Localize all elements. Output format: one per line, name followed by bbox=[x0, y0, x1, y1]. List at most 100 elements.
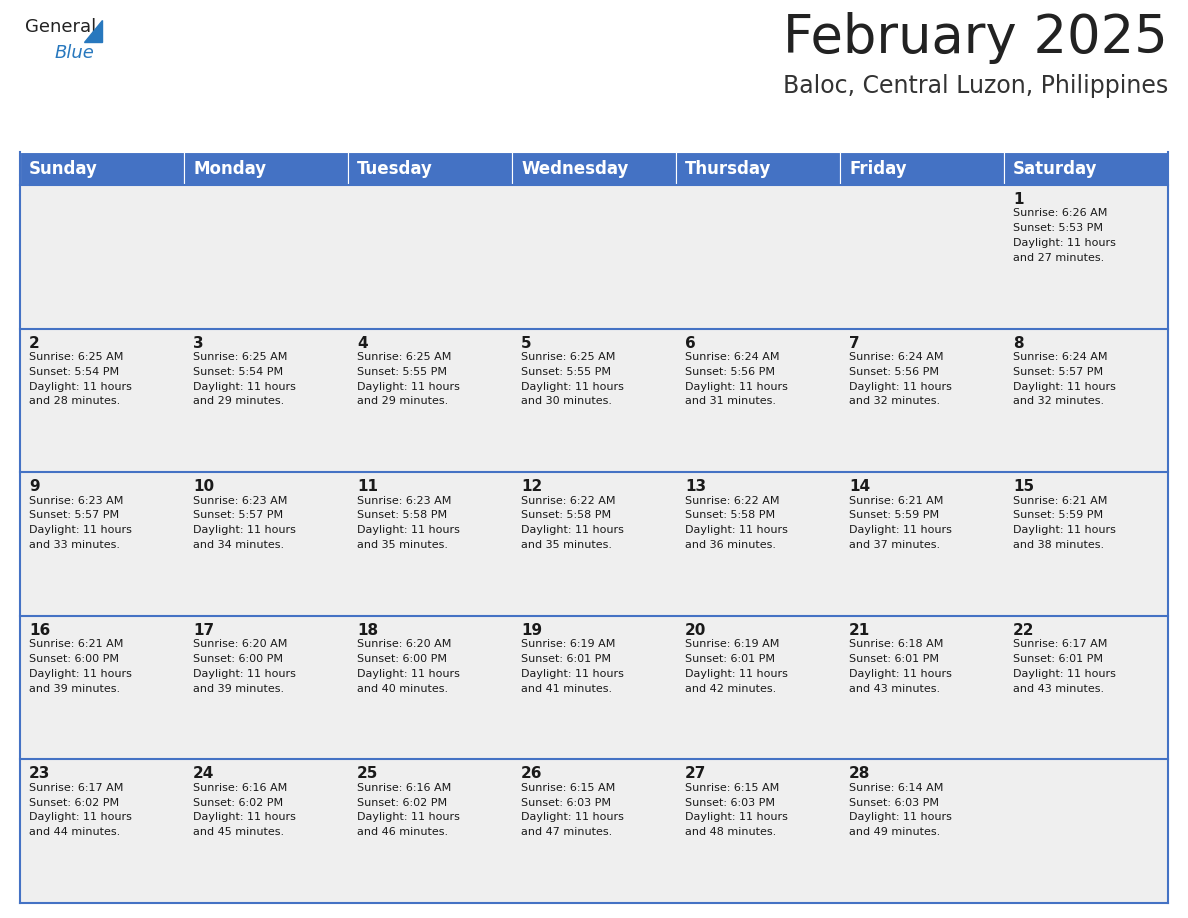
Text: and 28 minutes.: and 28 minutes. bbox=[29, 397, 120, 407]
Bar bbox=[676, 185, 840, 329]
Text: Daylight: 11 hours: Daylight: 11 hours bbox=[1013, 669, 1116, 679]
Bar bbox=[20, 185, 184, 329]
Text: Sunset: 6:02 PM: Sunset: 6:02 PM bbox=[192, 798, 283, 808]
Text: Daylight: 11 hours: Daylight: 11 hours bbox=[29, 525, 132, 535]
Text: Daylight: 11 hours: Daylight: 11 hours bbox=[358, 382, 460, 392]
Bar bbox=[20, 152, 184, 185]
Text: Sunset: 6:01 PM: Sunset: 6:01 PM bbox=[522, 655, 611, 664]
Text: Sunset: 5:55 PM: Sunset: 5:55 PM bbox=[358, 367, 447, 377]
Text: 2: 2 bbox=[29, 336, 39, 351]
Text: 17: 17 bbox=[192, 622, 214, 638]
Text: Sunrise: 6:17 AM: Sunrise: 6:17 AM bbox=[29, 783, 124, 793]
Text: February 2025: February 2025 bbox=[783, 12, 1168, 64]
Bar bbox=[1004, 472, 1168, 616]
Text: Monday: Monday bbox=[192, 160, 266, 177]
Text: Sunrise: 6:21 AM: Sunrise: 6:21 AM bbox=[1013, 496, 1107, 506]
Text: 10: 10 bbox=[192, 479, 214, 494]
Bar bbox=[840, 759, 1004, 903]
Text: Daylight: 11 hours: Daylight: 11 hours bbox=[358, 812, 460, 823]
Text: 27: 27 bbox=[685, 767, 707, 781]
Text: and 44 minutes.: and 44 minutes. bbox=[29, 827, 120, 837]
Text: and 32 minutes.: and 32 minutes. bbox=[1013, 397, 1104, 407]
Text: General: General bbox=[25, 18, 96, 36]
Bar bbox=[348, 329, 512, 472]
Text: Sunrise: 6:25 AM: Sunrise: 6:25 AM bbox=[192, 353, 287, 362]
Text: 5: 5 bbox=[522, 336, 531, 351]
Text: 7: 7 bbox=[849, 336, 860, 351]
Text: Sunset: 6:02 PM: Sunset: 6:02 PM bbox=[29, 798, 119, 808]
Text: and 32 minutes.: and 32 minutes. bbox=[849, 397, 940, 407]
Text: Sunrise: 6:21 AM: Sunrise: 6:21 AM bbox=[849, 496, 943, 506]
Text: 11: 11 bbox=[358, 479, 378, 494]
Text: 16: 16 bbox=[29, 622, 50, 638]
Text: Daylight: 11 hours: Daylight: 11 hours bbox=[685, 525, 788, 535]
Text: and 39 minutes.: and 39 minutes. bbox=[29, 684, 120, 694]
Text: and 35 minutes.: and 35 minutes. bbox=[358, 540, 448, 550]
Bar bbox=[840, 329, 1004, 472]
Text: 22: 22 bbox=[1013, 622, 1035, 638]
Bar bbox=[348, 616, 512, 759]
Bar bbox=[676, 759, 840, 903]
Text: 6: 6 bbox=[685, 336, 696, 351]
Text: Sunset: 6:02 PM: Sunset: 6:02 PM bbox=[358, 798, 447, 808]
Text: and 43 minutes.: and 43 minutes. bbox=[849, 684, 940, 694]
Text: Sunset: 5:59 PM: Sunset: 5:59 PM bbox=[1013, 510, 1104, 521]
Text: Sunset: 6:00 PM: Sunset: 6:00 PM bbox=[192, 655, 283, 664]
Text: and 41 minutes.: and 41 minutes. bbox=[522, 684, 612, 694]
Text: Sunset: 5:56 PM: Sunset: 5:56 PM bbox=[849, 367, 939, 377]
Bar bbox=[348, 152, 512, 185]
Text: Daylight: 11 hours: Daylight: 11 hours bbox=[29, 382, 132, 392]
Text: and 49 minutes.: and 49 minutes. bbox=[849, 827, 940, 837]
Text: Sunrise: 6:22 AM: Sunrise: 6:22 AM bbox=[685, 496, 779, 506]
Text: Sunset: 5:57 PM: Sunset: 5:57 PM bbox=[29, 510, 119, 521]
Text: Sunrise: 6:16 AM: Sunrise: 6:16 AM bbox=[192, 783, 287, 793]
Text: Sunset: 5:54 PM: Sunset: 5:54 PM bbox=[192, 367, 283, 377]
Bar bbox=[348, 472, 512, 616]
Text: 23: 23 bbox=[29, 767, 50, 781]
Text: and 35 minutes.: and 35 minutes. bbox=[522, 540, 612, 550]
Text: 25: 25 bbox=[358, 767, 378, 781]
Bar bbox=[512, 329, 676, 472]
Text: Sunrise: 6:20 AM: Sunrise: 6:20 AM bbox=[192, 639, 287, 649]
Text: Sunset: 6:01 PM: Sunset: 6:01 PM bbox=[1013, 655, 1102, 664]
Text: Daylight: 11 hours: Daylight: 11 hours bbox=[522, 812, 624, 823]
Text: Sunrise: 6:16 AM: Sunrise: 6:16 AM bbox=[358, 783, 451, 793]
Bar bbox=[512, 759, 676, 903]
Text: and 38 minutes.: and 38 minutes. bbox=[1013, 540, 1104, 550]
Bar bbox=[1004, 329, 1168, 472]
Text: and 33 minutes.: and 33 minutes. bbox=[29, 540, 120, 550]
Bar bbox=[184, 759, 348, 903]
Text: Daylight: 11 hours: Daylight: 11 hours bbox=[192, 382, 296, 392]
Text: and 48 minutes.: and 48 minutes. bbox=[685, 827, 776, 837]
Text: and 30 minutes.: and 30 minutes. bbox=[522, 397, 612, 407]
Text: and 42 minutes.: and 42 minutes. bbox=[685, 684, 776, 694]
Text: Sunrise: 6:25 AM: Sunrise: 6:25 AM bbox=[522, 353, 615, 362]
Text: and 29 minutes.: and 29 minutes. bbox=[192, 397, 284, 407]
Text: 28: 28 bbox=[849, 767, 871, 781]
Bar bbox=[184, 152, 348, 185]
Text: 19: 19 bbox=[522, 622, 542, 638]
Text: 14: 14 bbox=[849, 479, 870, 494]
Text: 9: 9 bbox=[29, 479, 39, 494]
Text: and 45 minutes.: and 45 minutes. bbox=[192, 827, 284, 837]
Bar bbox=[20, 329, 184, 472]
Text: Daylight: 11 hours: Daylight: 11 hours bbox=[1013, 382, 1116, 392]
Bar bbox=[512, 152, 676, 185]
Text: 8: 8 bbox=[1013, 336, 1024, 351]
Text: Daylight: 11 hours: Daylight: 11 hours bbox=[849, 812, 952, 823]
Text: Sunset: 5:56 PM: Sunset: 5:56 PM bbox=[685, 367, 775, 377]
Bar bbox=[1004, 152, 1168, 185]
Text: Sunset: 6:00 PM: Sunset: 6:00 PM bbox=[358, 655, 447, 664]
Text: and 47 minutes.: and 47 minutes. bbox=[522, 827, 612, 837]
Text: Saturday: Saturday bbox=[1013, 160, 1098, 177]
Text: Daylight: 11 hours: Daylight: 11 hours bbox=[29, 669, 132, 679]
Bar bbox=[512, 472, 676, 616]
Text: and 43 minutes.: and 43 minutes. bbox=[1013, 684, 1104, 694]
Text: 4: 4 bbox=[358, 336, 367, 351]
Text: Sunrise: 6:24 AM: Sunrise: 6:24 AM bbox=[1013, 353, 1107, 362]
Text: Thursday: Thursday bbox=[685, 160, 771, 177]
Text: 1: 1 bbox=[1013, 192, 1024, 207]
Text: Daylight: 11 hours: Daylight: 11 hours bbox=[358, 525, 460, 535]
Text: Daylight: 11 hours: Daylight: 11 hours bbox=[192, 669, 296, 679]
Text: Daylight: 11 hours: Daylight: 11 hours bbox=[522, 525, 624, 535]
